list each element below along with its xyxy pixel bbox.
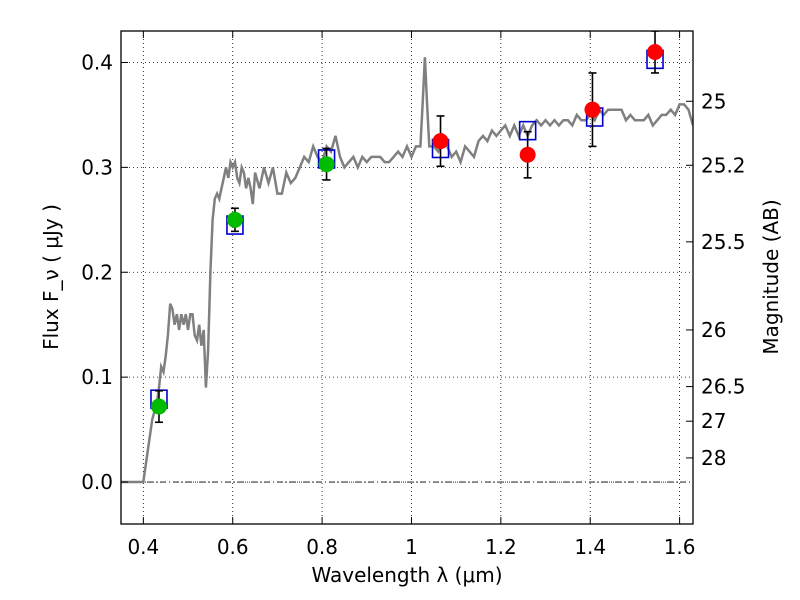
- x-tick-label: 1.2: [485, 535, 517, 559]
- y-tick-label: 0.4: [81, 50, 113, 74]
- data-point: [226, 211, 243, 228]
- right-tick-label: 25.2: [701, 153, 746, 177]
- x-tick-label: 1.4: [574, 535, 606, 559]
- data-point: [519, 146, 536, 163]
- data-point: [647, 43, 664, 60]
- right-tick-label: 26: [701, 318, 726, 342]
- right-tick-label: 25: [701, 89, 726, 113]
- right-axis-label: Magnitude (AB): [759, 199, 783, 354]
- y-tick-label: 0.3: [81, 155, 113, 179]
- x-tick-label: 1.6: [664, 535, 696, 559]
- right-tick-label: 25.5: [701, 230, 746, 254]
- data-point: [432, 133, 449, 150]
- model-spectrum-line: [121, 57, 693, 484]
- observed-photometry-points: [150, 31, 664, 424]
- data-point: [584, 101, 601, 118]
- x-tick-label: 0.8: [306, 535, 338, 559]
- right-tick-label: 27: [701, 409, 726, 433]
- y-axis-label: Flux F_ν ( μJy ): [39, 204, 63, 350]
- data-point: [318, 156, 335, 173]
- axis-ticks: 0.4 0.6 0.8 1 1.2 1.4 1.6 0.0 0.1 0.2 0.3 0.4 25 25.2…: [81, 31, 746, 559]
- data-point: [150, 398, 167, 415]
- x-tick-label: 1: [405, 535, 418, 559]
- right-tick-label: 26.5: [701, 375, 746, 399]
- plot-frame: [120, 30, 694, 525]
- grid-lines: [121, 31, 693, 524]
- y-tick-label: 0.0: [81, 470, 113, 494]
- y-tick-label: 0.2: [81, 260, 113, 284]
- model-photometry-boxes: [150, 49, 664, 409]
- x-axis-label: Wavelength λ (μm): [311, 563, 502, 587]
- x-tick-label: 0.6: [217, 535, 249, 559]
- right-tick-label: 28: [701, 446, 726, 470]
- x-tick-label: 0.4: [127, 535, 159, 559]
- y-tick-label: 0.1: [81, 365, 113, 389]
